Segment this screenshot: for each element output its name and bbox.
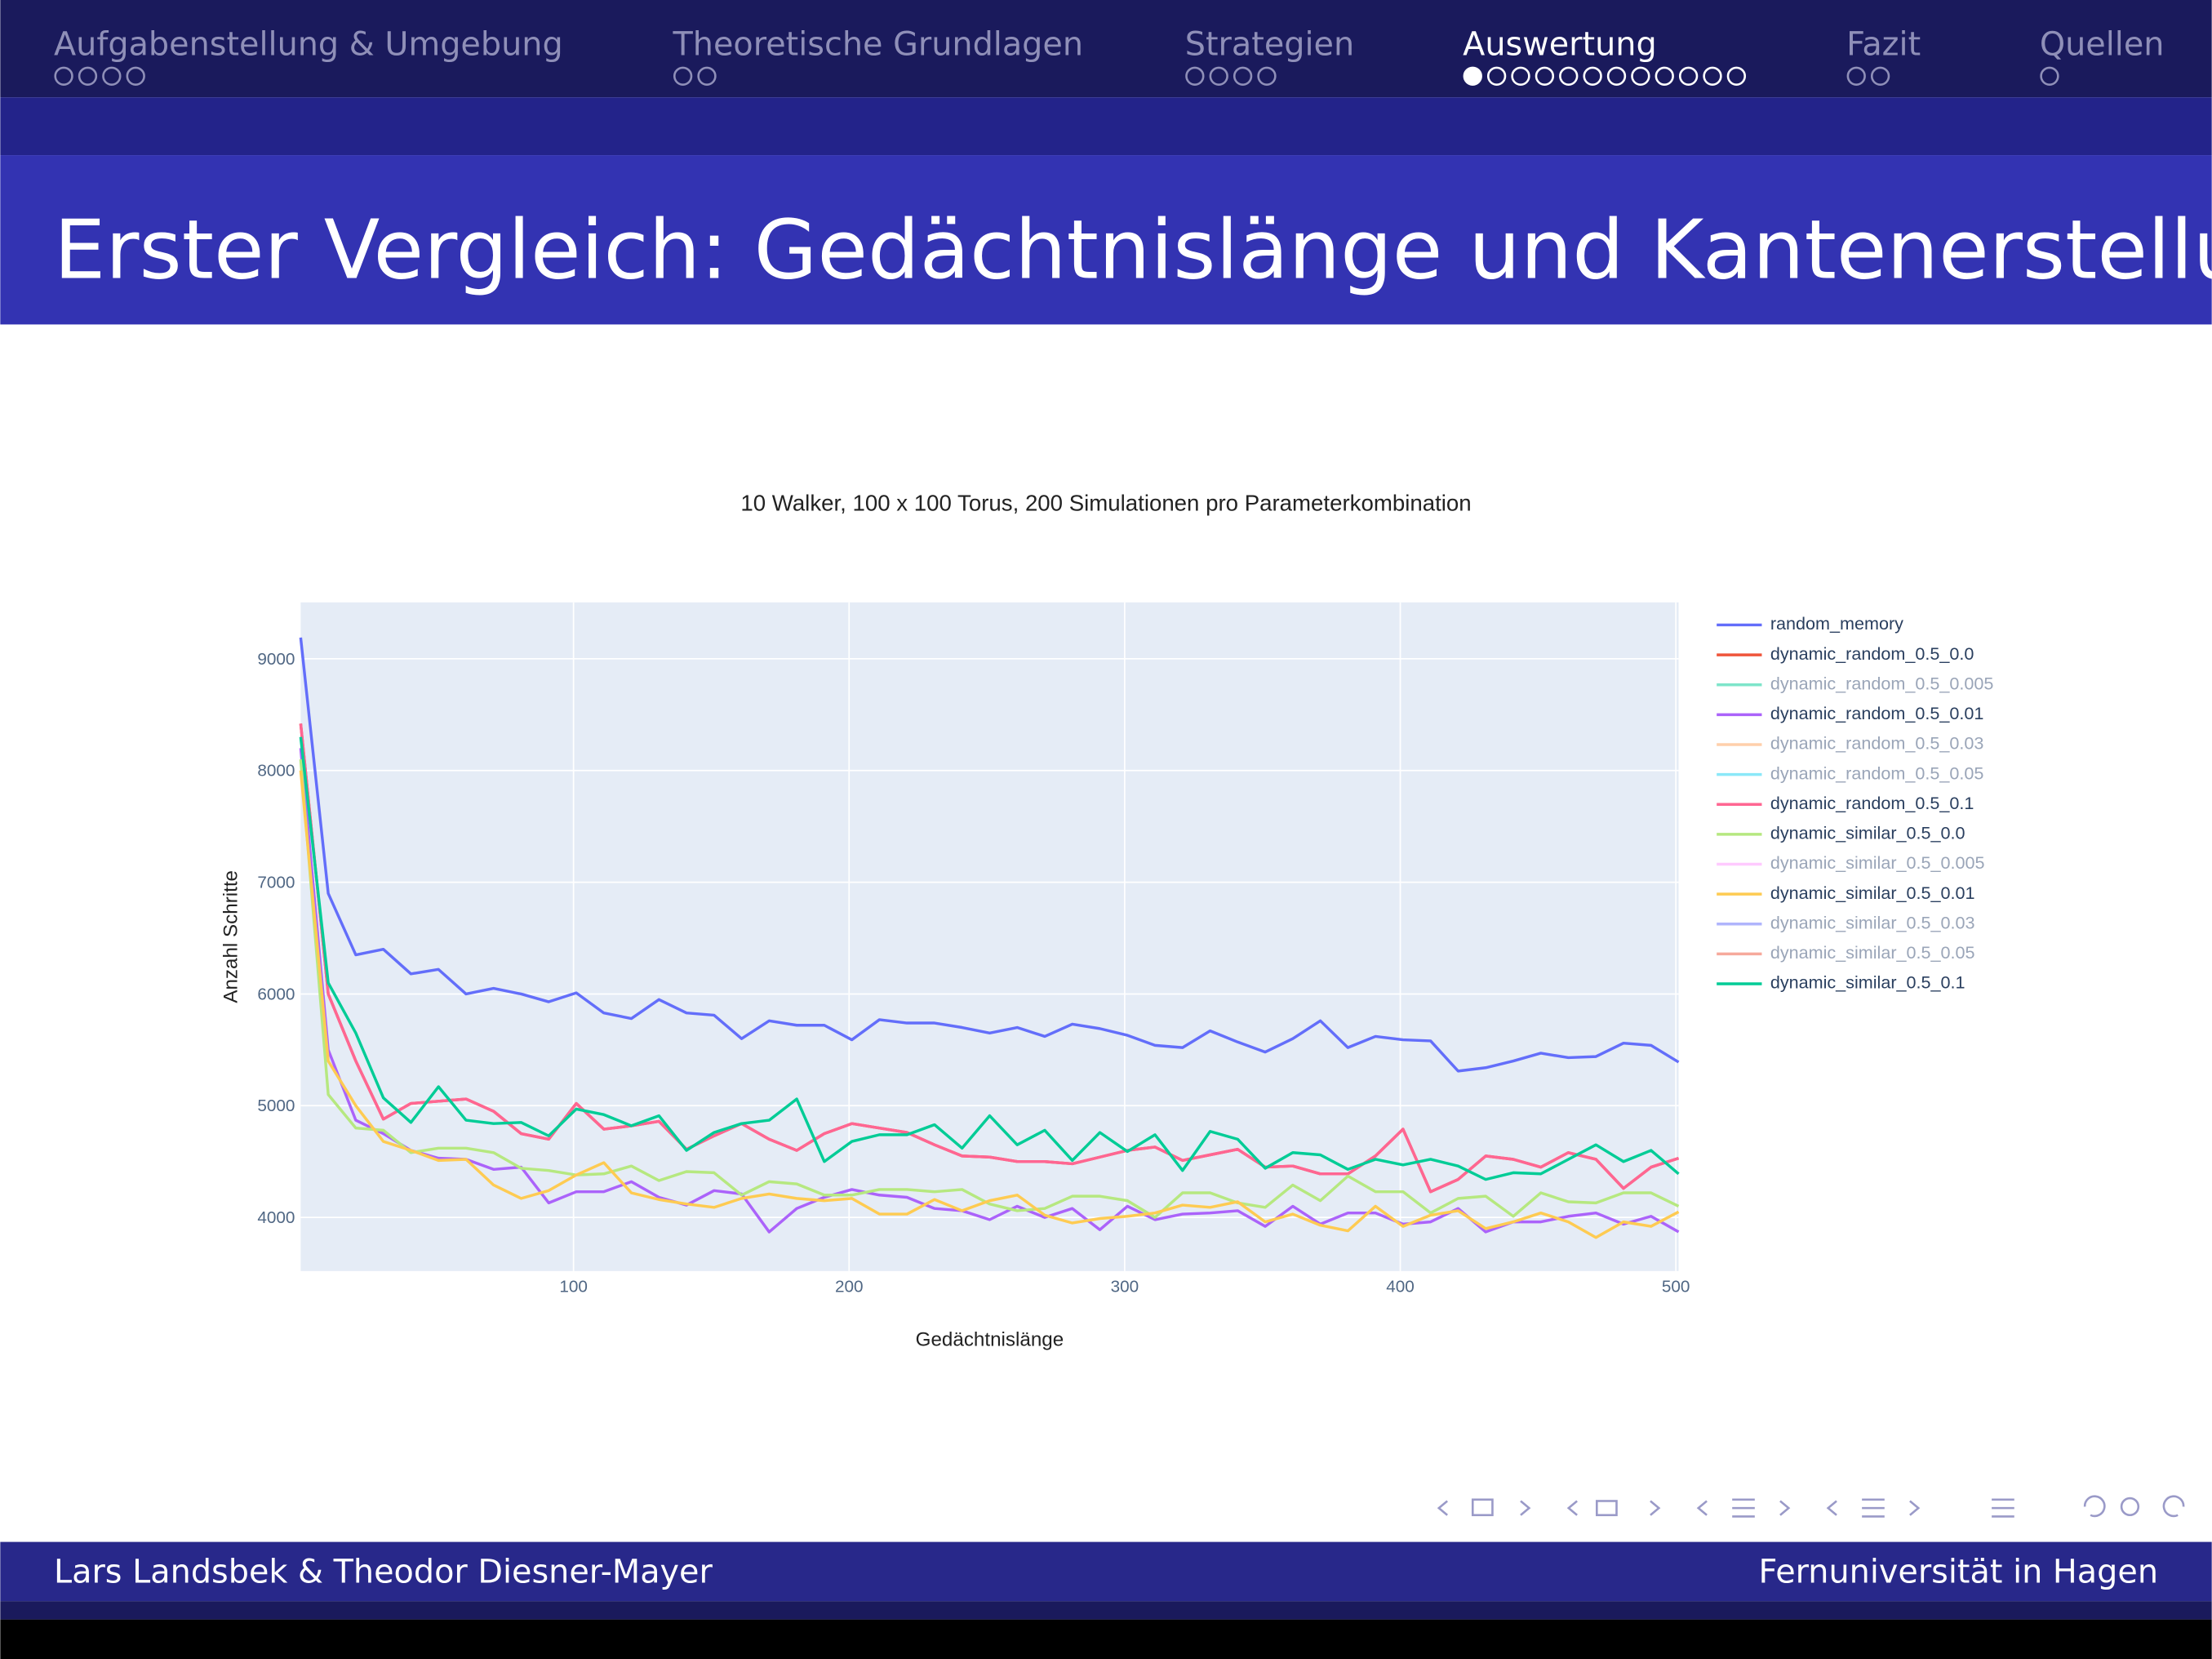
bottom-strip: [0, 1619, 2212, 1659]
navigation: Aufgabenstellung & Umgebung Theoretische …: [54, 25, 2165, 86]
search-icon: [2120, 1497, 2140, 1517]
nav-bullet: [673, 66, 693, 86]
nav-bullet: [1463, 66, 1482, 86]
nav-bullet: [1486, 66, 1507, 86]
y-tick-label: 8000: [257, 762, 295, 781]
chart: 10 Walker, 100 x 100 Torus, 200 Simulati…: [220, 490, 1994, 1350]
series-line: [299, 758, 1680, 1219]
section-icons: [1732, 1498, 2014, 1518]
footer-bar-lower: [0, 1601, 2212, 1620]
legend-label: dynamic_random_0.5_0.005: [1770, 673, 1994, 693]
y-tick-label: 7000: [257, 874, 295, 892]
series-line: [299, 736, 1680, 1181]
legend-label: dynamic_random_0.5_0.01: [1770, 703, 1984, 723]
legend-label: dynamic_random_0.5_0.05: [1770, 763, 1984, 783]
nav-bullet: [697, 66, 717, 86]
nav-bar: [0, 0, 2212, 98]
nav-bullet: [2040, 66, 2059, 86]
nav-bullet: [126, 66, 145, 86]
subnav-bar: [0, 97, 2212, 156]
footer-authors: Lars Landsbek & Theodor Diesner-Mayer: [54, 1554, 713, 1591]
footer-institution: Fernuniversität in Hagen: [1759, 1554, 2158, 1591]
nav-bullet: [1726, 66, 1747, 86]
nav-bullet: [1631, 66, 1650, 86]
nav-bullet: [1209, 66, 1228, 86]
nav-bullet: [1678, 66, 1699, 86]
legend-label: random_memory: [1770, 613, 1903, 634]
slide-title: Erster Vergleich: Gedächtnislänge und Ka…: [54, 202, 2212, 297]
back-icons: [2083, 1495, 2185, 1518]
nav-section: Quellen: [2040, 25, 2165, 63]
x-tick-label: 200: [835, 1278, 864, 1297]
series-line: [299, 770, 1680, 1239]
arrows: [1437, 1500, 1921, 1516]
frame-icon: [1471, 1498, 1494, 1517]
nav-section: Auswertung: [1463, 25, 1657, 63]
nav-bullet: [1559, 66, 1579, 86]
legend-label: dynamic_similar_0.5_0.05: [1770, 942, 1975, 963]
nav-bullet: [54, 66, 73, 86]
x-tick-label: 100: [559, 1278, 588, 1297]
nav-bullet: [1535, 66, 1555, 86]
nav-section: Theoretische Grundlagen: [673, 25, 1084, 63]
y-tick-label: 5000: [257, 1096, 295, 1115]
y-tick-label: 4000: [257, 1208, 295, 1227]
legend-label: dynamic_similar_0.5_0.0: [1770, 823, 1965, 843]
nav-bullet: [1655, 66, 1674, 86]
nav-bullet: [1233, 66, 1253, 86]
nav-controls: [1437, 1495, 2185, 1518]
nav-section: Aufgabenstellung & Umgebung: [54, 25, 563, 63]
nav-bullet: [1606, 66, 1627, 86]
chart-title: 10 Walker, 100 x 100 Torus, 200 Simulati…: [740, 490, 1471, 515]
nav-bullet: [78, 66, 98, 86]
x-tick-label: 500: [1662, 1278, 1690, 1297]
nav-section: Strategien: [1185, 25, 1354, 63]
x-tick-label: 400: [1386, 1278, 1415, 1297]
legend-label: dynamic_random_0.5_0.0: [1770, 643, 1974, 664]
nav-section: Fazit: [1846, 25, 1921, 63]
x-axis-label: Gedächtnislänge: [916, 1328, 1064, 1350]
nav-bullet: [1846, 66, 1866, 86]
footer-bar: [0, 1541, 2212, 1602]
legend-label: dynamic_similar_0.5_0.005: [1770, 852, 1985, 873]
plot-area: [300, 602, 1679, 1271]
nav-bullet: [1257, 66, 1277, 86]
nav-bullet: [1870, 66, 1890, 86]
subsection-icon: [1596, 1500, 1618, 1517]
legend-label: dynamic_similar_0.5_0.1: [1770, 972, 1965, 993]
nav-bullet: [1703, 66, 1722, 86]
nav-bullet: [1185, 66, 1205, 86]
legend-label: dynamic_similar_0.5_0.01: [1770, 883, 1975, 903]
nav-bullet: [1583, 66, 1602, 86]
legend-label: dynamic_similar_0.5_0.03: [1770, 912, 1975, 932]
series-line: [299, 637, 1680, 1073]
y-tick-label: 9000: [257, 650, 295, 669]
legend-label: dynamic_random_0.5_0.1: [1770, 793, 1974, 813]
series-line: [299, 723, 1680, 1194]
title-bar: [0, 155, 2212, 325]
nav-bullet: [102, 66, 122, 86]
legend-label: dynamic_random_0.5_0.03: [1770, 733, 1984, 754]
nav-bullet: [1511, 66, 1530, 86]
y-tick-label: 6000: [257, 985, 295, 1003]
y-axis-label: Anzahl Schritte: [220, 870, 242, 1003]
x-tick-label: 300: [1111, 1278, 1139, 1297]
